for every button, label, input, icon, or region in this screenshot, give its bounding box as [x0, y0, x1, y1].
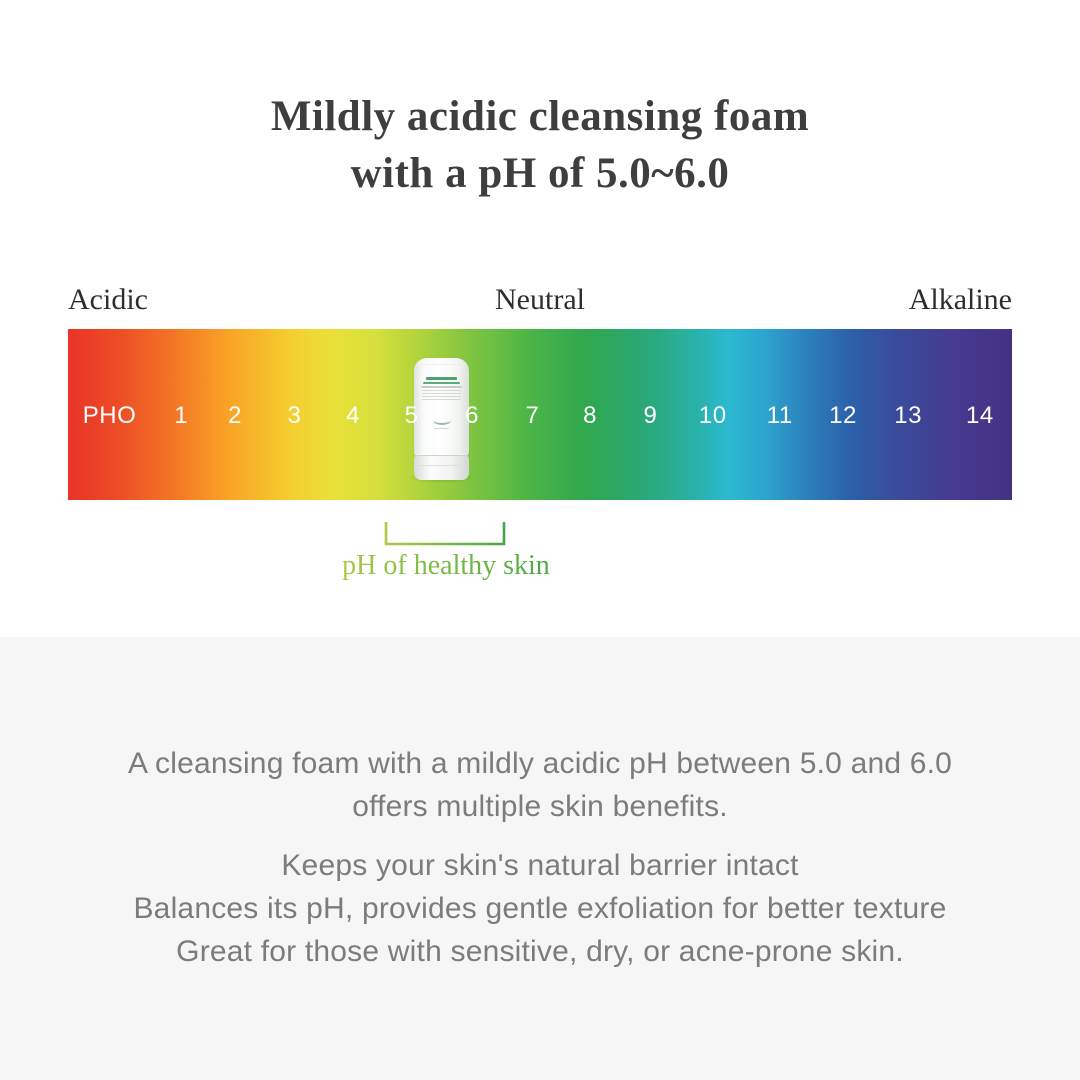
zone-label-alkaline: Alkaline	[908, 283, 1012, 316]
ph-tick-label: 11	[766, 402, 793, 430]
healthy-skin-bracket-icon	[384, 522, 506, 546]
zone-label-acidic: Acidic	[68, 283, 148, 316]
healthy-skin-label: pH of healthy skin	[326, 550, 566, 582]
ph-tick-label: 5	[404, 402, 419, 430]
description-paragraph-1: A cleansing foam with a mildly acidic pH…	[0, 742, 1080, 828]
description-line: Great for those with sensitive, dry, or …	[176, 935, 904, 968]
description-section: A cleansing foam with a mildly acidic pH…	[0, 637, 1080, 1080]
page-title-line-1: Mildly acidic cleansing foam	[270, 93, 810, 140]
ph-tick-label: 12	[829, 402, 857, 430]
ph-tick-label: 13	[894, 402, 923, 430]
ph-tick-label: 9	[643, 402, 658, 430]
ph-tick-label: 2	[228, 402, 243, 430]
product-tube-body	[414, 358, 469, 457]
description-line: Balances its pH, provides gentle exfolia…	[133, 892, 947, 925]
page-title-line-2: with a pH of 5.0~6.0	[350, 150, 730, 197]
ph-gradient-bar: PHO 1 2 3 4 5 6 7 8 9 10 11 12 13 14	[68, 329, 1012, 500]
ph-tick-label: 1	[174, 402, 189, 430]
description-line: A cleansing foam with a mildly acidic pH…	[127, 747, 953, 780]
ph-tick-label: PHO	[82, 402, 137, 430]
ph-tick-label: 10	[698, 402, 727, 430]
product-tube-cap	[414, 455, 469, 480]
ph-tick-label: 4	[346, 402, 361, 430]
product-tube	[407, 358, 476, 483]
ph-tick-label: 14	[966, 402, 994, 430]
page-title: Mildly acidic cleansing foam with a pH o…	[0, 88, 1080, 202]
product-tube-crimp	[420, 360, 463, 365]
product-logo-mark	[432, 416, 451, 425]
ph-tick-label: 6	[465, 402, 479, 430]
ph-tick-label: 7	[525, 402, 540, 430]
description-line: offers multiple skin benefits.	[352, 790, 728, 823]
ph-tick-label: 8	[583, 402, 597, 430]
description-line: Keeps your skin's natural barrier intact	[281, 849, 799, 882]
ph-tick-label: 3	[287, 402, 302, 430]
zone-label-neutral: Neutral	[495, 283, 585, 316]
description-paragraph-2: Keeps your skin's natural barrier intact…	[0, 844, 1080, 973]
